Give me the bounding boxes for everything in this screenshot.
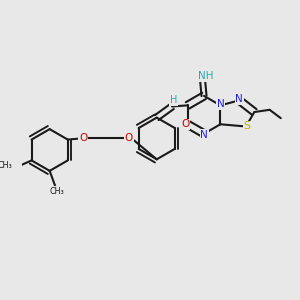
Text: O: O (125, 134, 133, 143)
Text: N: N (236, 94, 243, 104)
Text: O: O (181, 119, 190, 129)
Text: O: O (79, 134, 87, 143)
Text: N: N (217, 99, 224, 109)
Text: CH₃: CH₃ (49, 187, 64, 196)
Text: N: N (200, 130, 208, 140)
Text: H: H (170, 95, 177, 105)
Text: S: S (243, 122, 250, 131)
Text: NH: NH (198, 71, 214, 81)
Text: CH₃: CH₃ (0, 161, 12, 170)
